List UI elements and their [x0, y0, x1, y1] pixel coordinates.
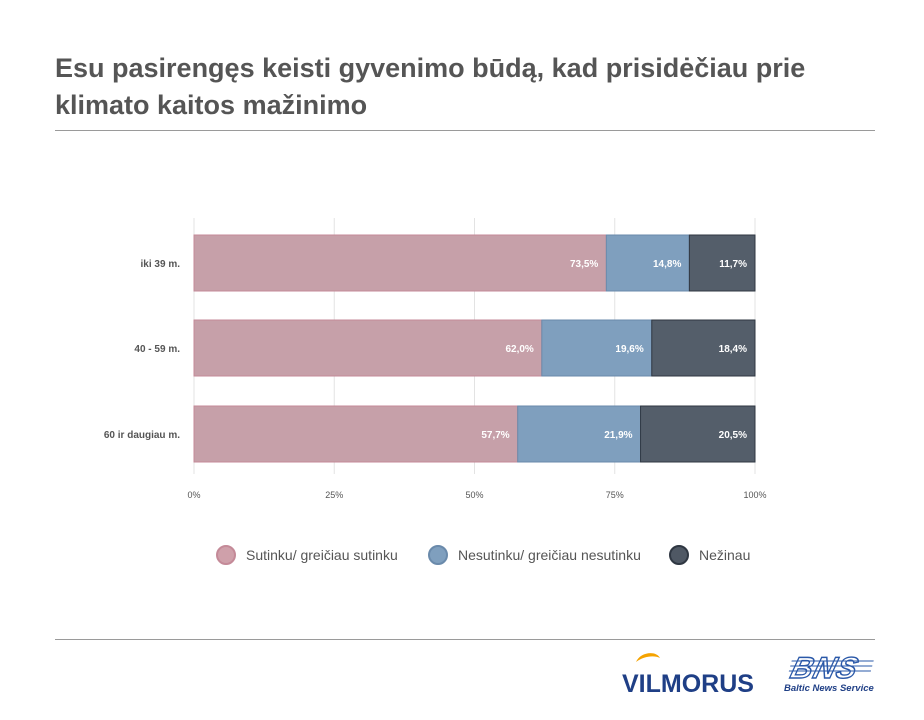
category-label: 40 - 59 m.: [134, 344, 180, 355]
legend-label-disagree: Nesutinku/ greičiau nesutinku: [458, 547, 641, 563]
bns-logo-text: BNS: [787, 652, 862, 685]
legend-swatch-agree: [216, 545, 236, 565]
stacked-bar-chart: 0% 25% 50% 75% 100% iki 39 m. 73,5% 14,8% 11,7% 4…: [104, 218, 767, 500]
legend-label-agree: Sutinku/ greičiau sutinku: [246, 547, 398, 563]
footer-divider: [55, 639, 875, 640]
title-divider: [55, 130, 875, 131]
legend-swatch-unknown: [669, 545, 689, 565]
data-label: 11,7%: [719, 259, 747, 270]
data-label: 18,4%: [719, 344, 747, 355]
bar-segment-unknown: [651, 319, 756, 377]
vilmorus-logo: VILMORUS: [622, 653, 754, 695]
legend-label-unknown: Nežinau: [699, 547, 751, 563]
category-label: iki 39 m.: [141, 259, 181, 270]
data-label: 14,8%: [653, 259, 681, 270]
bar-segment-disagree: [541, 319, 653, 377]
data-label: 20,5%: [719, 430, 747, 441]
legend-item-unknown: Nežinau: [669, 540, 750, 570]
bar-segment-agree: [193, 234, 607, 292]
bar-segment-disagree: [605, 234, 690, 292]
data-label: 73,5%: [570, 259, 598, 270]
x-tick-label: 0%: [187, 490, 200, 500]
data-label: 21,9%: [604, 430, 632, 441]
vilmorus-logo-text: VILMORUS: [622, 670, 754, 695]
legend: Sutinku/ greičiau sutinku Nesutinku/ gre…: [0, 540, 924, 570]
legend-item-agree: Sutinku/ greičiau sutinku: [216, 540, 398, 570]
bar-segment-unknown: [688, 234, 756, 292]
legend-swatch-disagree: [428, 545, 448, 565]
x-tick-label: 75%: [606, 490, 624, 500]
category-label: 60 ir daugiau m.: [104, 430, 180, 441]
bns-logo: BNS Baltic News Service: [784, 652, 874, 694]
x-tick-label: 100%: [743, 490, 766, 500]
legend-item-disagree: Nesutinku/ greičiau nesutinku: [428, 540, 641, 570]
chart-title: Esu pasirengęs keisti gyvenimo būdą, kad…: [55, 53, 806, 120]
bar-segment-unknown: [640, 405, 756, 463]
data-label: 19,6%: [615, 344, 643, 355]
bar-segment-agree: [193, 319, 543, 377]
bns-tagline: Baltic News Service: [784, 683, 874, 694]
x-tick-label: 25%: [325, 490, 343, 500]
bar-segment-agree: [193, 405, 519, 463]
data-label: 62,0%: [505, 344, 533, 355]
data-label: 57,7%: [481, 430, 509, 441]
x-tick-label: 50%: [465, 490, 483, 500]
bar-segment-disagree: [517, 405, 642, 463]
